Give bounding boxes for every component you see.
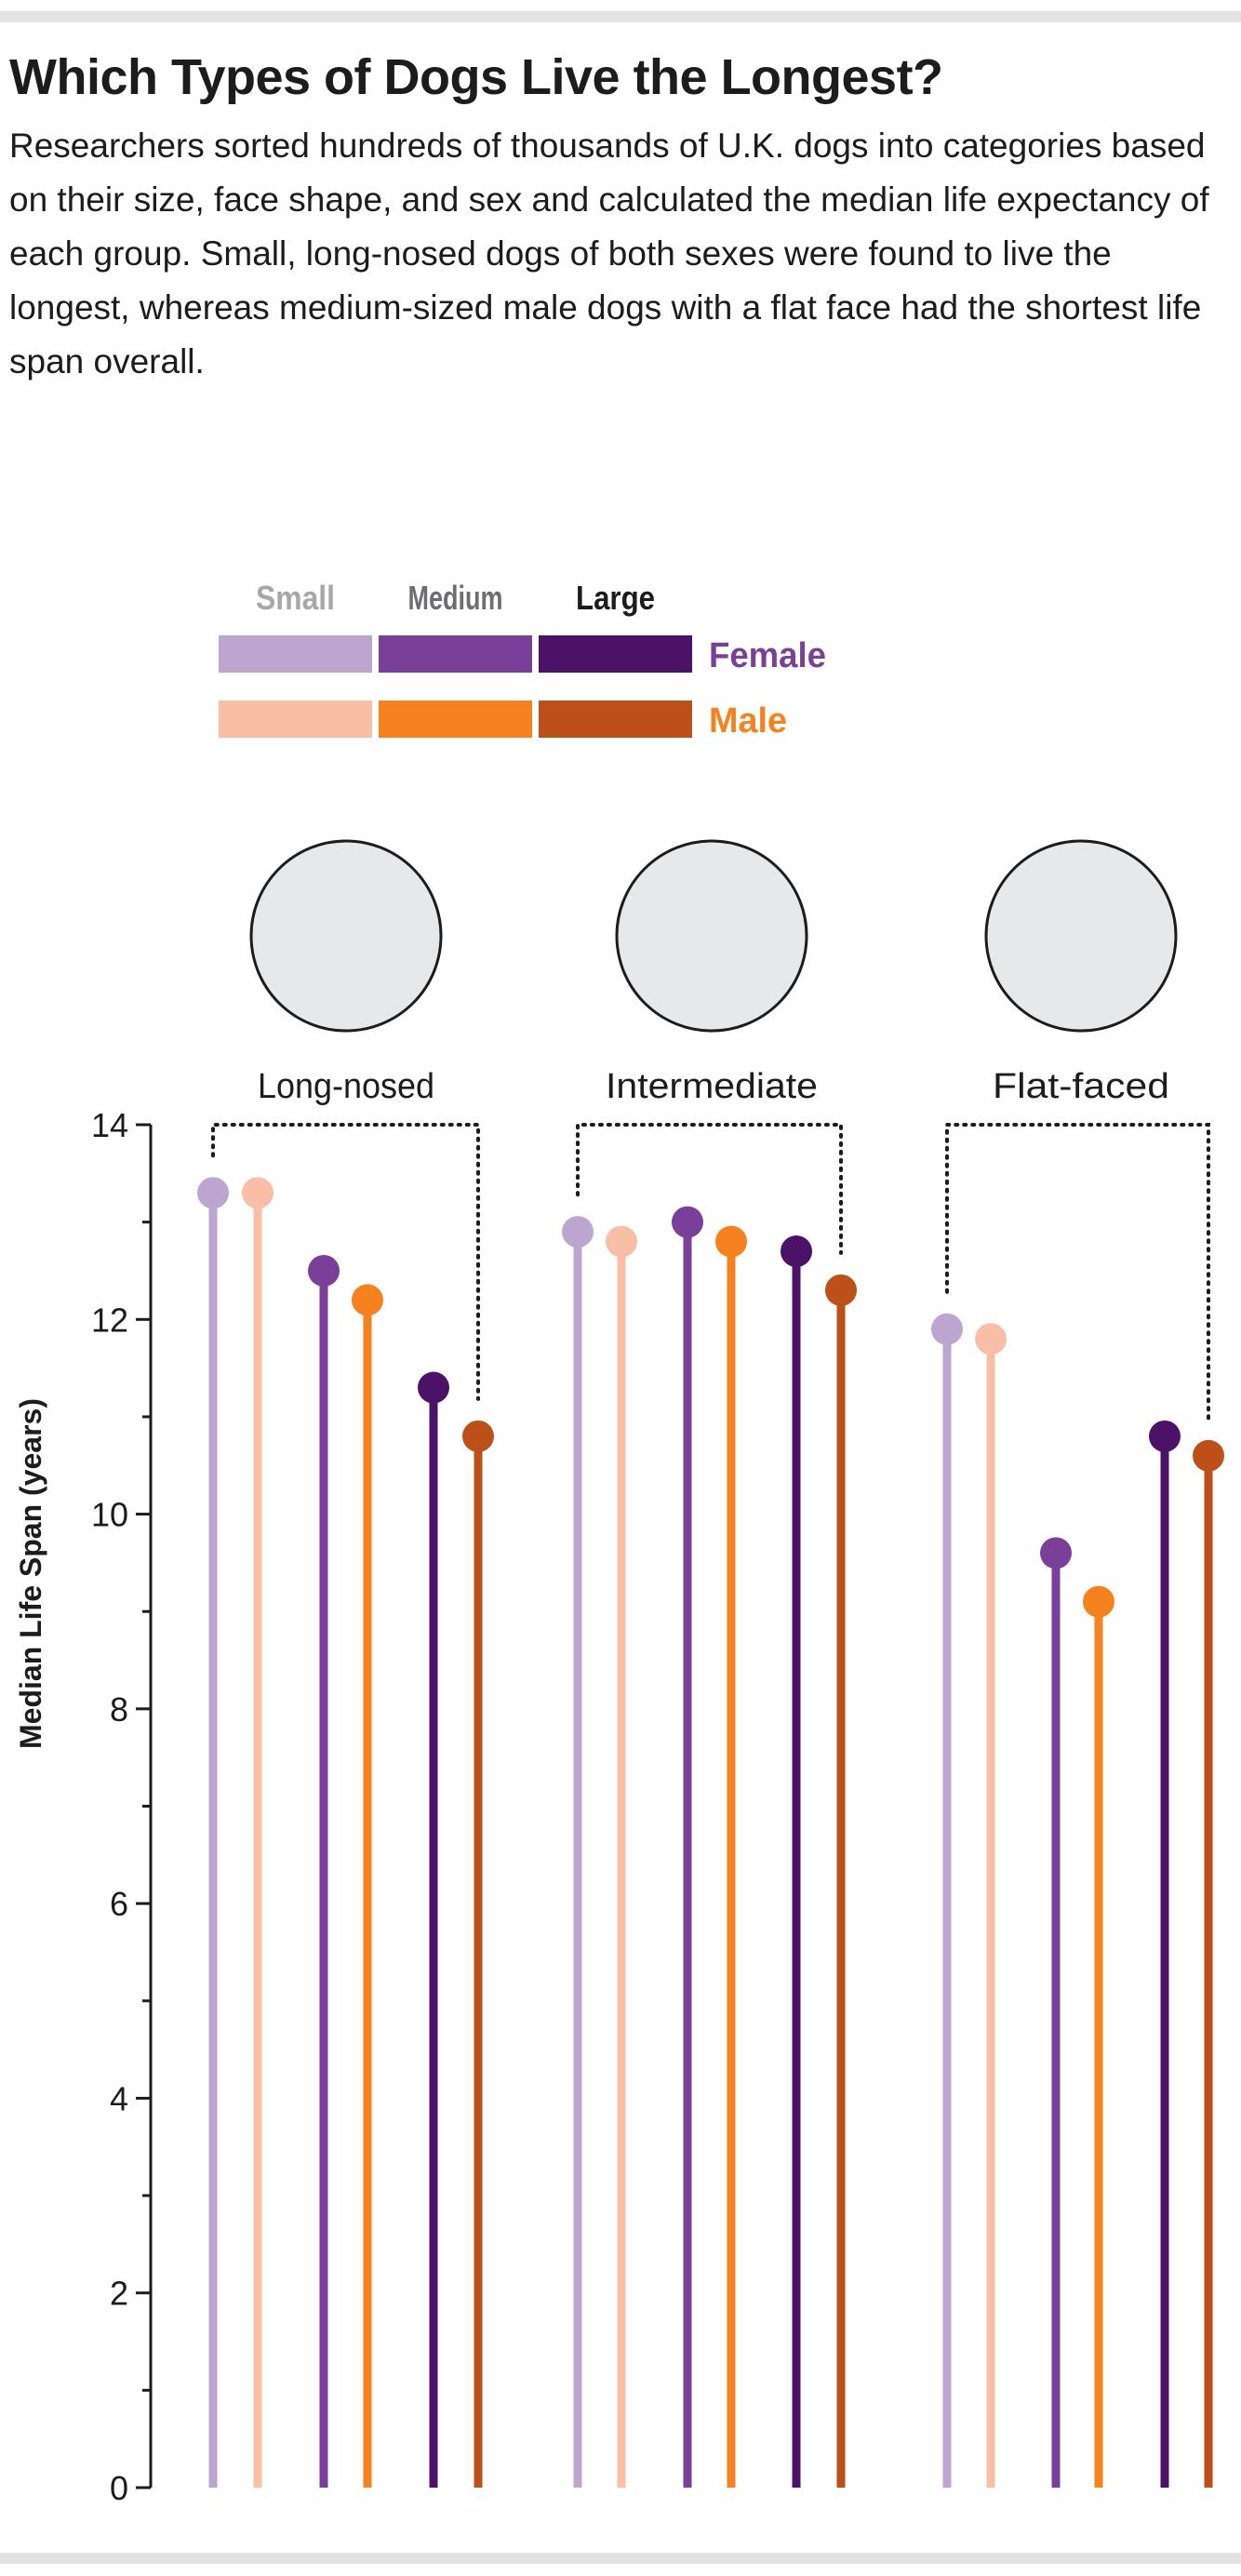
legend-sex-label: Female — [709, 636, 826, 675]
y-tick-label: 4 — [110, 2079, 128, 2117]
lollipop-dot — [931, 1313, 963, 1345]
lollipop-dot — [1040, 1537, 1072, 1569]
lollipop-dot — [197, 1177, 229, 1209]
y-tick-label: 10 — [91, 1496, 128, 1534]
legend-swatch — [219, 701, 372, 738]
icon-circle — [615, 839, 808, 1033]
legend-size-label: Large — [576, 579, 655, 617]
lollipop-dot — [1193, 1439, 1224, 1472]
y-tick-label: 12 — [91, 1301, 128, 1339]
legend-swatch — [379, 701, 532, 738]
lollipop-dot — [242, 1177, 274, 1209]
group-label: Intermediate — [606, 1067, 818, 1106]
legend-sex-label: Male — [709, 701, 787, 741]
legend-size-label: Small — [256, 579, 335, 617]
icon-circle — [249, 839, 443, 1033]
group-bracket — [211, 1123, 480, 1401]
lollipop-dot — [672, 1206, 703, 1238]
group-bracket — [576, 1123, 843, 1255]
dog-icon — [984, 839, 1178, 1033]
top-rule — [0, 11, 1241, 22]
legend-size-label: Medium — [408, 579, 503, 617]
lollipop-dot — [606, 1225, 637, 1258]
bottom-rule — [0, 2553, 1241, 2564]
legend-swatch — [379, 635, 532, 673]
lollipop-dot — [975, 1323, 1007, 1355]
group-bracket — [945, 1123, 1210, 1421]
y-tick-label: 8 — [110, 1690, 128, 1728]
lollipop-dot — [562, 1216, 594, 1248]
legend-swatch — [219, 635, 372, 673]
lollipop-dot — [715, 1225, 747, 1258]
chart-title: Which Types of Dogs Live the Longest? — [9, 49, 943, 105]
lollipop-dot — [825, 1274, 857, 1306]
y-tick-label: 0 — [110, 2469, 128, 2507]
lollipop-dot — [352, 1284, 383, 1316]
dog-icon — [615, 839, 808, 1033]
y-tick-label: 14 — [91, 1106, 128, 1144]
lollipop-dot — [781, 1235, 812, 1268]
group-label: Flat-faced — [993, 1067, 1169, 1106]
group-label: Long-nosed — [258, 1067, 434, 1106]
lollipop-dot — [418, 1371, 449, 1404]
lollipop-dot — [1083, 1585, 1114, 1618]
lollipop-dot — [308, 1254, 340, 1287]
legend-swatch — [539, 635, 692, 673]
y-tick-label: 2 — [110, 2275, 128, 2313]
y-tick-label: 6 — [110, 1885, 128, 1923]
legend-swatch — [539, 701, 692, 738]
y-axis-label: Median Life Span (years) — [14, 1398, 47, 1749]
icon-circle — [984, 839, 1178, 1033]
lollipop-dot — [1149, 1420, 1181, 1452]
chart-description: Researchers sorted hundreds of thousands… — [9, 127, 1209, 380]
lollipop-dot — [462, 1420, 494, 1452]
dog-icon — [249, 839, 443, 1033]
